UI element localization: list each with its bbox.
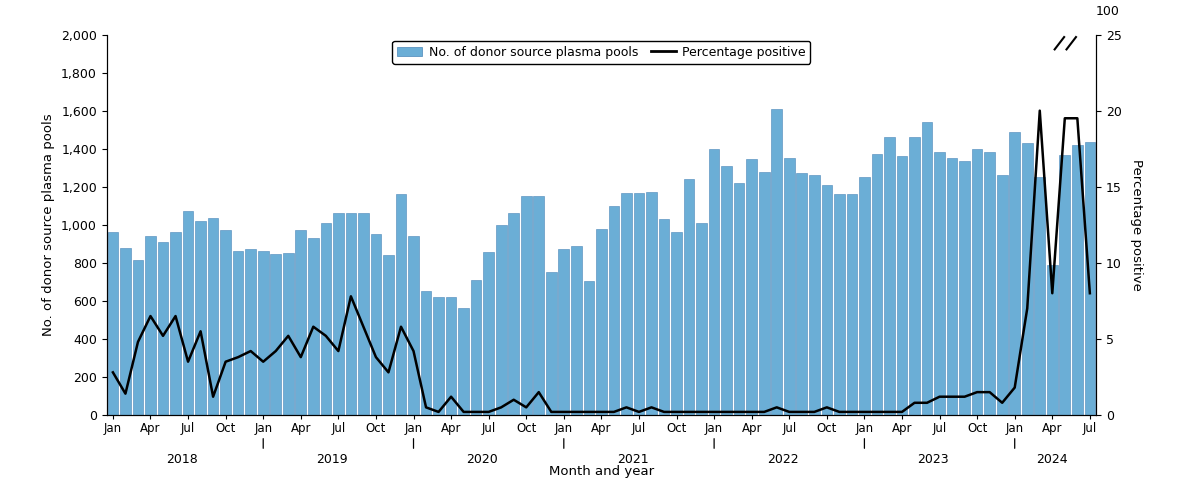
- Bar: [784, 158, 795, 415]
- Bar: [709, 149, 719, 415]
- Bar: [571, 246, 582, 415]
- Bar: [1021, 143, 1032, 415]
- Bar: [220, 231, 231, 415]
- Bar: [283, 253, 294, 415]
- Bar: [258, 251, 269, 415]
- Bar: [1084, 142, 1095, 415]
- Bar: [872, 155, 883, 415]
- Bar: [446, 297, 456, 415]
- Text: 2020: 2020: [467, 453, 498, 466]
- Bar: [596, 229, 607, 415]
- Bar: [758, 171, 769, 415]
- Bar: [346, 213, 357, 415]
- Bar: [1048, 265, 1057, 415]
- Bar: [308, 238, 319, 415]
- Bar: [171, 232, 181, 415]
- X-axis label: Month and year: Month and year: [549, 465, 654, 479]
- Bar: [371, 234, 382, 415]
- Bar: [196, 221, 206, 415]
- Bar: [684, 179, 694, 415]
- Bar: [470, 280, 481, 415]
- Bar: [771, 109, 782, 415]
- Bar: [333, 213, 344, 415]
- Y-axis label: No. of donor source plasma pools: No. of donor source plasma pools: [43, 114, 56, 336]
- Bar: [521, 196, 532, 415]
- Bar: [546, 272, 557, 415]
- Bar: [133, 260, 143, 415]
- Text: 2022: 2022: [767, 453, 799, 466]
- Bar: [245, 249, 256, 415]
- Bar: [821, 185, 832, 415]
- Bar: [897, 156, 908, 415]
- Bar: [859, 177, 870, 415]
- Bar: [1035, 177, 1045, 415]
- Bar: [1010, 131, 1020, 415]
- Bar: [1059, 155, 1070, 415]
- Bar: [1072, 145, 1083, 415]
- Bar: [809, 175, 820, 415]
- Bar: [558, 249, 569, 415]
- Bar: [909, 137, 920, 415]
- Bar: [459, 308, 469, 415]
- Bar: [408, 236, 418, 415]
- Bar: [295, 231, 306, 415]
- Bar: [583, 281, 594, 415]
- Bar: [396, 194, 406, 415]
- Bar: [659, 219, 670, 415]
- Bar: [997, 175, 1007, 415]
- Bar: [934, 153, 944, 415]
- Bar: [508, 213, 519, 415]
- Bar: [722, 166, 732, 415]
- Bar: [483, 252, 494, 415]
- Bar: [884, 137, 895, 415]
- Bar: [232, 251, 243, 415]
- Bar: [383, 255, 393, 415]
- Bar: [421, 291, 431, 415]
- Bar: [609, 206, 620, 415]
- Bar: [972, 149, 982, 415]
- Bar: [108, 232, 118, 415]
- Bar: [320, 223, 331, 415]
- Bar: [834, 194, 845, 415]
- Text: 2023: 2023: [917, 453, 949, 466]
- Bar: [495, 225, 506, 415]
- Bar: [985, 153, 995, 415]
- Bar: [646, 193, 656, 415]
- Bar: [734, 183, 744, 415]
- Bar: [747, 159, 757, 415]
- Bar: [358, 213, 369, 415]
- Text: 2024: 2024: [1037, 453, 1068, 466]
- Bar: [960, 161, 971, 415]
- Bar: [671, 232, 681, 415]
- Text: 100: 100: [1096, 5, 1120, 18]
- Y-axis label: Percentage positive: Percentage positive: [1129, 159, 1142, 290]
- Bar: [922, 122, 933, 415]
- Text: 2019: 2019: [316, 453, 348, 466]
- Bar: [120, 247, 130, 415]
- Bar: [846, 194, 857, 415]
- Bar: [207, 218, 218, 415]
- Bar: [621, 193, 632, 415]
- Bar: [434, 297, 444, 415]
- Bar: [533, 196, 544, 415]
- Bar: [270, 254, 281, 415]
- Bar: [634, 193, 645, 415]
- Text: 2018: 2018: [166, 453, 198, 466]
- Bar: [796, 173, 807, 415]
- Bar: [697, 223, 707, 415]
- Bar: [146, 236, 155, 415]
- Bar: [947, 158, 957, 415]
- Legend: No. of donor source plasma pools, Percentage positive: No. of donor source plasma pools, Percen…: [392, 41, 811, 64]
- Bar: [158, 242, 168, 415]
- Text: 2021: 2021: [617, 453, 648, 466]
- Bar: [182, 210, 193, 415]
